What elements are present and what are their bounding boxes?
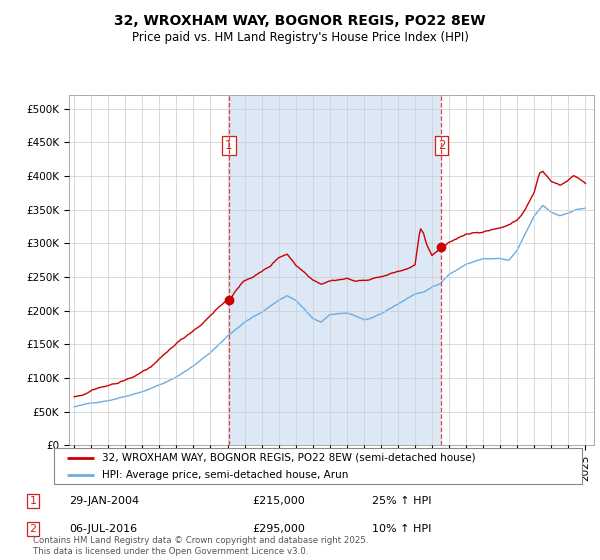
Text: 32, WROXHAM WAY, BOGNOR REGIS, PO22 8EW (semi-detached house): 32, WROXHAM WAY, BOGNOR REGIS, PO22 8EW … [101, 453, 475, 463]
FancyBboxPatch shape [54, 448, 582, 484]
Text: 1: 1 [29, 496, 37, 506]
Text: 06-JUL-2016: 06-JUL-2016 [69, 524, 137, 534]
Text: Price paid vs. HM Land Registry's House Price Index (HPI): Price paid vs. HM Land Registry's House … [131, 31, 469, 44]
Text: £215,000: £215,000 [252, 496, 305, 506]
Text: 2: 2 [29, 524, 37, 534]
Text: Contains HM Land Registry data © Crown copyright and database right 2025.
This d: Contains HM Land Registry data © Crown c… [33, 536, 368, 556]
Text: 25% ↑ HPI: 25% ↑ HPI [372, 496, 431, 506]
Text: 2: 2 [437, 139, 445, 152]
Text: 10% ↑ HPI: 10% ↑ HPI [372, 524, 431, 534]
Bar [229, 95, 442, 445]
Text: 32, WROXHAM WAY, BOGNOR REGIS, PO22 8EW: 32, WROXHAM WAY, BOGNOR REGIS, PO22 8EW [114, 14, 486, 28]
Text: HPI: Average price, semi-detached house, Arun: HPI: Average price, semi-detached house,… [101, 470, 348, 480]
Text: 29-JAN-2004: 29-JAN-2004 [69, 496, 139, 506]
Text: 1: 1 [225, 139, 233, 152]
Text: £295,000: £295,000 [252, 524, 305, 534]
